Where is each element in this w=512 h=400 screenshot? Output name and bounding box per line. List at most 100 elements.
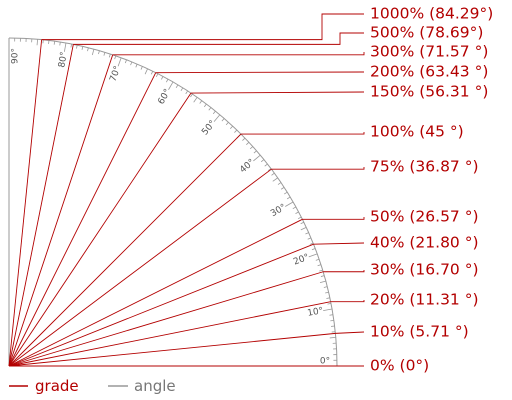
angle-tick	[160, 76, 164, 80]
grade-connector	[323, 270, 365, 273]
angle-tick	[253, 154, 261, 162]
angle-tick	[130, 61, 133, 66]
grade-ray	[8, 92, 192, 367]
legend: grade angle	[9, 377, 176, 395]
angle-tick	[212, 110, 216, 115]
angle-tick	[103, 52, 106, 56]
grade-ray	[8, 332, 336, 367]
angle-tick	[311, 248, 316, 251]
angle-tick	[59, 41, 61, 46]
angle-tick	[285, 201, 294, 207]
angle-tick-label: 20°	[292, 253, 310, 268]
angle-tick	[272, 177, 278, 182]
grade-ray	[8, 44, 74, 367]
grade-connector	[313, 242, 365, 245]
grade-label: 200% (63.43 °)	[370, 63, 488, 81]
angle-tick	[230, 125, 233, 129]
grade-label: 0% (0°)	[370, 357, 429, 375]
angle-tick	[190, 93, 193, 98]
angle-tick	[117, 57, 122, 67]
angle-tick	[286, 196, 291, 200]
angle-tick	[320, 275, 325, 277]
grade-ray	[8, 271, 324, 367]
angle-tick	[108, 53, 111, 58]
angle-tick-label: 80°	[57, 51, 70, 68]
grade-label: 10% (5.71 °)	[370, 323, 469, 341]
grade-ray	[8, 218, 303, 367]
angle-tick	[326, 297, 330, 299]
grade-labels: 0% (0°) 10% (5.71 °) 20% (11.31 °) 30% (16.…	[370, 5, 493, 375]
grade-label: 20% (11.31 °)	[370, 291, 479, 309]
grade-label: 75% (36.87 °)	[370, 158, 479, 176]
grade-connector	[112, 52, 365, 56]
angle-tick	[185, 90, 188, 95]
angle-tick	[246, 142, 250, 145]
angle-tick	[308, 253, 318, 258]
angle-tick	[144, 68, 148, 75]
angle-tick	[135, 63, 138, 68]
grade-ray	[8, 72, 157, 367]
grade-ray	[8, 39, 43, 367]
angle-tick	[271, 172, 275, 176]
grade-ray	[8, 133, 242, 367]
angle-tick	[249, 146, 254, 150]
grade-lines	[8, 13, 365, 367]
grade-label: 100% (45 °)	[370, 123, 464, 141]
angle-tick-label: 0°	[320, 357, 330, 367]
legend-angle-label: angle	[134, 377, 176, 395]
angle-tick	[317, 264, 322, 267]
angle-tick-label: 10°	[307, 306, 324, 319]
angle-tick	[155, 73, 159, 78]
grade-ray	[8, 54, 114, 367]
angle-tick	[87, 47, 89, 52]
angle-tick	[221, 118, 225, 122]
grade-label: 500% (78.69°)	[370, 24, 483, 42]
angle-tick	[283, 191, 288, 195]
angle-tick	[36, 39, 38, 46]
grade-label: 300% (71.57 °)	[370, 43, 488, 61]
angle-tick	[309, 242, 314, 245]
grade-connector	[271, 167, 365, 170]
grade-connector	[41, 13, 364, 41]
grade-connector	[155, 71, 365, 74]
angle-tick	[63, 42, 67, 52]
angle-tick	[280, 187, 285, 190]
angle-tick	[295, 211, 299, 215]
angle-tick	[98, 50, 100, 55]
angle-tick	[323, 308, 333, 312]
angle-tick	[292, 206, 297, 210]
angle-tick	[234, 129, 238, 133]
grade-label: 40% (21.80 °)	[370, 234, 479, 252]
angle-tick	[140, 66, 143, 70]
angle-tick-label: 50°	[200, 119, 218, 138]
grade-connector	[302, 217, 365, 220]
angle-tick-label: 90°	[11, 48, 21, 64]
angle-tick	[81, 46, 84, 50]
grade-connector	[240, 132, 365, 135]
angle-tick	[315, 258, 320, 261]
angle-tick	[180, 87, 184, 92]
grade-label: 1000% (84.29°)	[370, 5, 493, 23]
angle-tick	[267, 168, 272, 172]
angle-tick	[165, 78, 169, 83]
angle-tick	[260, 159, 265, 163]
angle-tick	[168, 81, 174, 90]
angle-tick	[114, 55, 117, 60]
angle-tick	[76, 45, 78, 49]
angle-tick	[208, 107, 212, 111]
angle-tick	[150, 71, 154, 75]
angle-tick	[327, 303, 332, 305]
angle-tick	[297, 216, 302, 220]
angle-tick	[199, 100, 203, 104]
angle-tick	[193, 97, 198, 103]
angle-tick	[253, 150, 257, 154]
angle-tick	[124, 59, 127, 64]
angle-tick	[175, 84, 179, 89]
angle-tick	[319, 269, 323, 272]
grade-ray	[8, 243, 314, 367]
grade-connector	[335, 331, 365, 334]
grade-label: 30% (16.70 °)	[370, 261, 479, 279]
grade-ray	[8, 168, 272, 367]
grade-ray	[8, 301, 331, 367]
angle-tick	[319, 280, 326, 284]
